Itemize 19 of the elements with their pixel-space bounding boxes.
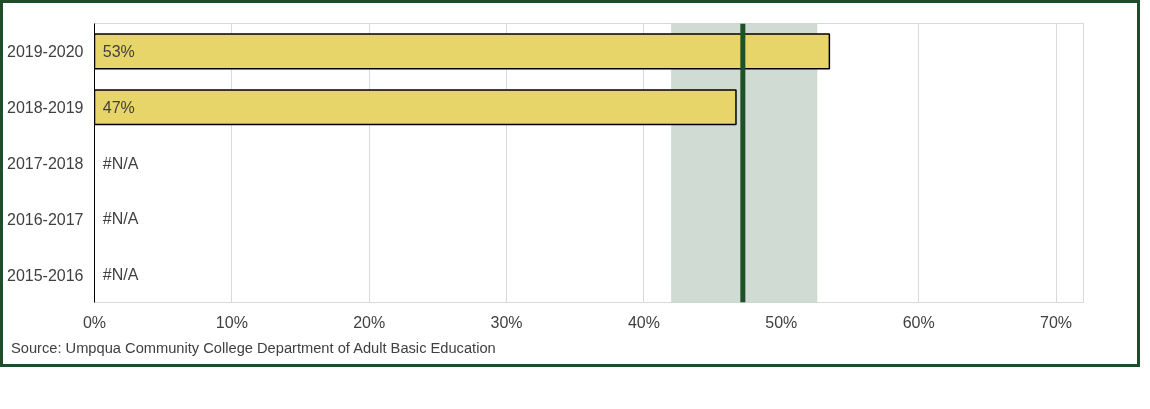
text: #N/A [102, 266, 139, 284]
y-tick-label: 2017-2018 [6, 155, 84, 172]
y-tick-label: 2018-2019 [6, 99, 84, 117]
x-tick-label: 70% [1040, 313, 1073, 331]
source-note: Source: Umpqua Community College Department of Adult Basic Education [11, 339, 496, 358]
data-label: 53% [102, 42, 135, 60]
x-tick-label: 60% [902, 313, 935, 331]
x-tick-label: 30% [490, 313, 523, 331]
text: #N/A [102, 210, 139, 228]
y-tick-label: 2016-2017 [6, 210, 84, 228]
data-label: 47% [102, 98, 135, 116]
x-tick-label: 10% [215, 313, 248, 331]
y-tick-label: 2019-2020 [6, 43, 84, 61]
x-tick-label: 0% [82, 313, 107, 331]
text: #N/A [102, 154, 139, 172]
x-tick-label: 20% [353, 313, 386, 331]
x-tick-label: 50% [765, 313, 798, 331]
y-tick-label: 2015-2016 [6, 266, 84, 284]
x-tick-label: 40% [627, 313, 660, 331]
